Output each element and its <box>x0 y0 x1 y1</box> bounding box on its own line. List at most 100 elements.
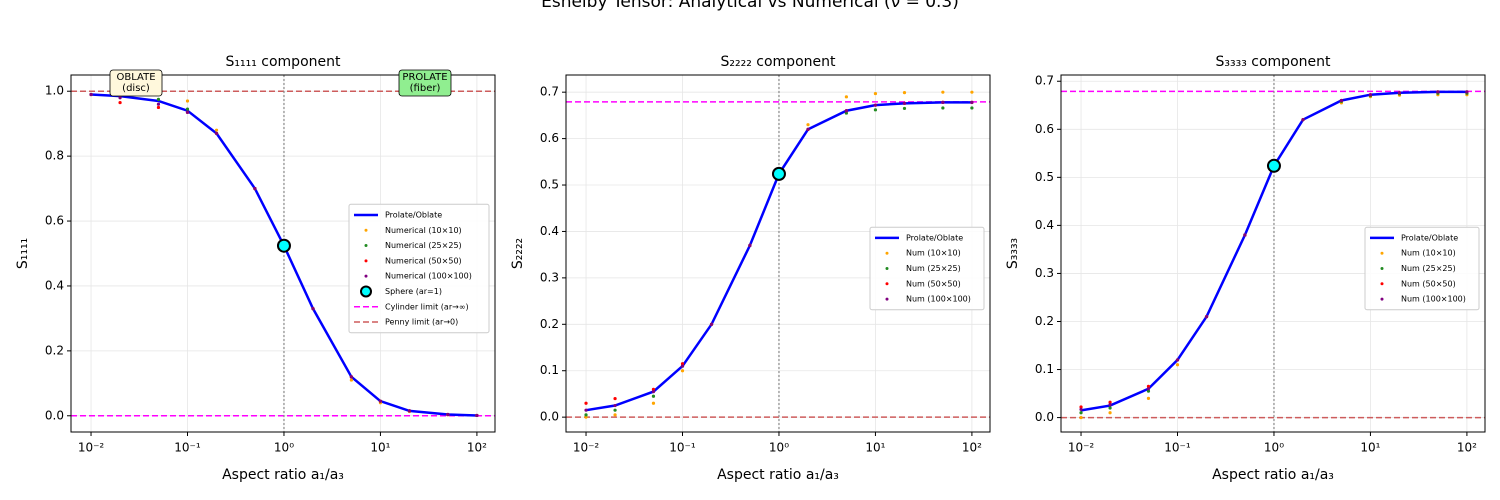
legend-box <box>348 203 490 334</box>
numerical-dot <box>873 108 878 112</box>
x-tick-label: 10¹ <box>1360 441 1380 455</box>
numerical-dot <box>407 409 412 413</box>
x-axis-label: Aspect ratio a₁/a₃ <box>222 467 344 483</box>
y-tick-label: 0.6 <box>45 214 64 228</box>
legend-label: Numerical (50×50) <box>385 256 462 265</box>
x-tick-label: 10² <box>467 441 487 455</box>
y-tick-label: 0.0 <box>540 410 559 424</box>
y-tick-label: 0.6 <box>540 131 559 145</box>
y-tick-label: 1.0 <box>45 84 64 98</box>
numerical-dot <box>902 101 907 105</box>
numerical-dot <box>1175 363 1180 367</box>
numerical-dot <box>1079 411 1083 415</box>
plot-frame <box>70 74 496 433</box>
numerical-dot <box>1146 396 1151 400</box>
numerical-dot <box>1079 405 1083 409</box>
x-tick-label: 10⁻² <box>573 441 600 455</box>
numerical-dot <box>156 105 161 110</box>
legend-label: Num (10×10) <box>906 249 961 258</box>
numerical-dot <box>156 102 161 106</box>
y-tick-label: 0.4 <box>540 224 559 238</box>
legend-label: Cylinder limit (ar→∞) <box>385 302 469 311</box>
legend-dot <box>1380 282 1384 286</box>
numerical-dot <box>185 110 190 114</box>
numerical-dot <box>1146 384 1151 388</box>
numerical-dot <box>156 97 161 101</box>
annotation-box <box>109 69 163 97</box>
legend-label: Num (50×50) <box>906 279 961 288</box>
numerical-dot <box>1436 90 1440 94</box>
y-tick-label: 0.0 <box>45 408 64 422</box>
y-tick-label: 0.7 <box>1035 74 1054 88</box>
legend-dot <box>1380 251 1384 255</box>
legend-marker <box>360 285 372 298</box>
subplot-title: S₃₃₃₃ component <box>1216 54 1331 70</box>
numerical-dot <box>1339 98 1343 103</box>
x-tick-label: 10¹ <box>865 441 885 455</box>
annotation-text: (fiber) <box>410 83 441 94</box>
y-tick-label: 0.8 <box>45 149 64 163</box>
numerical-dot <box>902 106 907 111</box>
legend-dot <box>1380 297 1384 301</box>
x-tick-label: 10⁻² <box>1068 441 1095 455</box>
sphere-marker <box>771 166 786 181</box>
numerical-dot <box>613 396 617 401</box>
numerical-dot <box>709 322 714 326</box>
legend-label: Numerical (10×10) <box>385 226 462 235</box>
y-tick-label: 0.3 <box>1035 266 1054 280</box>
legend-box <box>1364 226 1480 311</box>
numerical-dot <box>1243 233 1247 237</box>
numerical-dot <box>214 128 219 132</box>
numerical-dot <box>941 100 945 104</box>
numerical-dot <box>1146 387 1151 391</box>
x-tick-label: 10⁻² <box>78 441 105 455</box>
legend-label: Prolate/Oblate <box>1401 233 1458 242</box>
numerical-dot <box>651 401 656 405</box>
x-tick-label: 10² <box>962 441 982 455</box>
legend-label: Prolate/Oblate <box>385 210 442 219</box>
legend-label: Penny limit (ar→0) <box>385 318 458 327</box>
y-tick-label: 0.1 <box>1035 362 1054 376</box>
y-tick-label: 0.5 <box>540 178 559 192</box>
numerical-dot <box>1146 389 1151 393</box>
x-axis-label: Aspect ratio a₁/a₃ <box>1212 467 1334 483</box>
legend-dot <box>364 274 368 278</box>
legend-label: Numerical (25×25) <box>385 241 462 250</box>
numerical-dot <box>651 390 656 394</box>
legend-dot <box>885 267 889 270</box>
numerical-dot <box>1108 406 1112 410</box>
y-tick-label: 0.0 <box>1035 410 1054 424</box>
y-tick-label: 0.2 <box>540 317 559 331</box>
legend-label: Num (100×100) <box>906 295 971 304</box>
numerical-dot <box>873 91 878 96</box>
legend-dot <box>364 244 368 248</box>
numerical-dot <box>253 186 257 191</box>
numerical-dot <box>613 413 617 417</box>
legend-dot <box>364 228 368 232</box>
numerical-dot <box>902 91 907 95</box>
numerical-dot <box>613 408 617 412</box>
x-tick-label: 10⁻¹ <box>1164 441 1191 455</box>
x-axis-label: Aspect ratio a₁/a₃ <box>717 467 839 483</box>
numerical-dot <box>1108 400 1112 404</box>
numerical-dot <box>1301 118 1305 122</box>
y-tick-label: 0.2 <box>45 343 64 357</box>
legend-label: Prolate/Oblate <box>906 233 963 242</box>
y-tick-label: 0.4 <box>45 278 64 292</box>
y-tick-label: 0.1 <box>540 363 559 377</box>
annotation-box <box>398 69 452 97</box>
legend-label: Numerical (100×100) <box>385 272 472 281</box>
numerical-dot <box>214 131 219 136</box>
numerical-dot <box>806 127 810 131</box>
y-tick-label: 0.3 <box>540 270 559 284</box>
numerical-dot <box>349 375 353 379</box>
y-tick-label: 0.5 <box>1035 170 1054 184</box>
numerical-dot <box>651 394 656 398</box>
subplot-title: S₂₂₂₂ component <box>721 54 836 70</box>
numerical-dot <box>970 100 974 104</box>
sphere-marker <box>1266 158 1281 173</box>
numerical-dot <box>475 413 479 418</box>
plot-frame <box>1060 74 1486 433</box>
numerical-dot <box>118 100 122 105</box>
numerical-dot <box>1204 315 1209 319</box>
